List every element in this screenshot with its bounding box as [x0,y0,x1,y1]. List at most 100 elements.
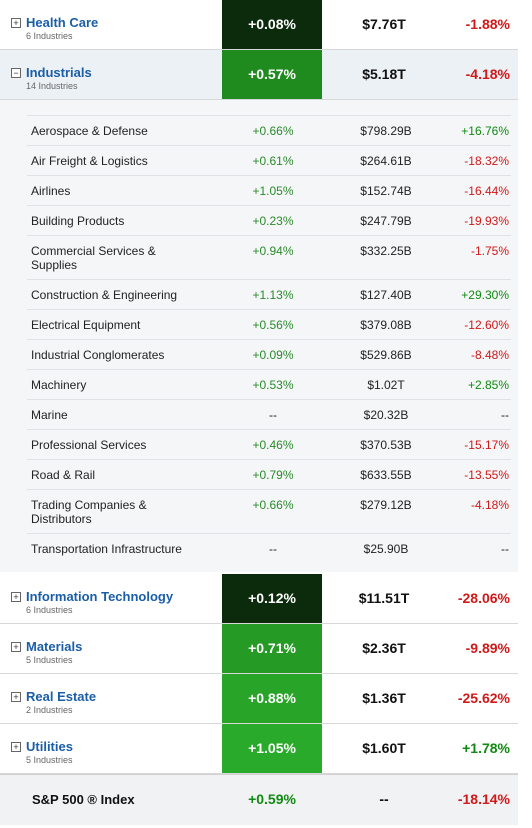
industry-row: Electrical Equipment +0.56% $379.08B -12… [27,309,511,340]
industry-ytd: -- [501,542,509,556]
industry-change: +0.46% [252,438,294,452]
industry-change: +0.66% [252,498,294,512]
ytd-change: -28.06% [457,590,510,606]
industry-row: Commercial Services & Supplies +0.94% $3… [27,235,511,280]
sector-name[interactable]: Industrials [26,65,92,80]
market-cap: $7.76T [362,16,406,32]
market-cap: $2.36T [362,640,406,656]
industry-ytd: -16.44% [464,184,509,198]
industry-name: Industrial Conglomerates [31,348,165,362]
industry-cap: $529.86B [360,348,412,362]
industry-row: Professional Services +0.46% $370.53B -1… [27,429,511,460]
industry-name: Air Freight & Logistics [31,154,148,168]
industry-count: 6 Industries [26,605,73,615]
market-cap: $5.18T [362,66,406,82]
industry-cap: $25.90B [363,542,409,556]
industry-cap: $798.29B [360,124,412,138]
industry-cap: $127.40B [360,288,412,302]
industry-row: Air Freight & Logistics +0.61% $264.61B … [27,145,511,176]
industry-ytd: -15.17% [464,438,509,452]
industry-name: Commercial Services & Supplies [31,244,156,272]
industry-cap: $370.53B [360,438,412,452]
change-tile: +0.57% [222,50,322,99]
industry-ytd: -4.18% [470,498,509,512]
industry-name: Trading Companies & Distributors [31,498,147,526]
sector-row-industrials[interactable]: − Industrials 14 Industries +0.57% $5.18… [0,50,518,100]
industry-name: Aerospace & Defense [31,124,148,138]
sector-row-utilities[interactable]: + Utilities 5 Industries +1.05% $1.60T +… [0,724,518,774]
industry-ytd: -- [501,408,509,422]
ytd-change: -25.62% [457,690,510,706]
industry-name: Electrical Equipment [31,318,141,332]
market-cap: $1.36T [362,690,406,706]
sector-name[interactable]: Health Care [26,15,99,30]
industry-name: Marine [31,408,68,422]
industry-row: Industrial Conglomerates +0.09% $529.86B… [27,339,511,370]
industry-cap: $247.79B [360,214,412,228]
industry-ytd: -18.32% [464,154,509,168]
industry-change: +1.05% [252,184,294,198]
index-change: +0.59% [248,791,296,807]
industry-row: Trading Companies & Distributors +0.66% … [27,489,511,534]
change-tile: +0.88% [222,674,322,723]
expand-icon[interactable]: + [11,642,21,652]
change-tile: +0.08% [222,0,322,49]
industry-cap: $1.02T [367,378,405,392]
industry-row: Building Products +0.23% $247.79B -19.93… [27,205,511,236]
change-tile: +0.71% [222,624,322,673]
industry-change: +0.94% [252,244,294,258]
collapse-icon[interactable]: − [11,68,21,78]
industry-ytd: -1.75% [470,244,509,258]
expand-icon[interactable]: + [11,692,21,702]
industry-ytd: +16.76% [461,124,509,138]
industry-count: 2 Industries [26,705,73,715]
industry-ytd: -19.93% [464,214,509,228]
industry-count: 14 Industries [26,81,78,91]
expand-icon[interactable]: + [11,742,21,752]
industry-name: Airlines [31,184,71,198]
industry-ytd: -13.55% [464,468,509,482]
sector-name[interactable]: Information Technology [26,589,174,604]
sector-name[interactable]: Utilities [26,739,73,754]
industry-row: Airlines +1.05% $152.74B -16.44% [27,175,511,206]
industry-change: -- [269,542,277,556]
industry-ytd: +29.30% [461,288,509,302]
industry-cap: $264.61B [360,154,412,168]
industry-change: +0.79% [252,468,294,482]
sector-name[interactable]: Real Estate [26,689,97,704]
ytd-change: -9.89% [465,640,510,656]
industry-cap: $379.08B [360,318,412,332]
expand-icon[interactable]: + [11,18,21,28]
ytd-change: +1.78% [462,740,510,756]
industry-ytd: -8.48% [470,348,509,362]
sector-row-health-care[interactable]: + Health Care 6 Industries +0.08% $7.76T… [0,0,518,50]
industry-cap: $633.55B [360,468,412,482]
industry-cap: $152.74B [360,184,412,198]
industry-row: Machinery +0.53% $1.02T +2.85% [27,369,511,400]
industry-count: 6 Industries [26,31,73,41]
market-cap: $1.60T [362,740,406,756]
industry-change: -- [269,408,277,422]
market-cap: $11.51T [358,590,410,606]
change-tile: +1.05% [222,724,322,773]
industry-ytd: -12.60% [464,318,509,332]
industry-row: Marine -- $20.32B -- [27,399,511,430]
industry-ytd: +2.85% [467,378,509,392]
sector-row-materials[interactable]: + Materials 5 Industries +0.71% $2.36T -… [0,624,518,674]
ytd-change: -4.18% [465,66,510,82]
industry-name: Building Products [31,214,125,228]
index-name: S&P 500 ® Index [32,792,135,807]
industry-name: Machinery [31,378,87,392]
sector-row-information-technology[interactable]: + Information Technology 6 Industries +0… [0,574,518,624]
industry-change: +0.53% [252,378,294,392]
sector-name[interactable]: Materials [26,639,83,654]
index-summary-row: S&P 500 ® Index +0.59% -- -18.14% [0,774,518,825]
index-cap: -- [379,791,389,807]
industry-cap: $20.32B [363,408,409,422]
sector-row-real-estate[interactable]: + Real Estate 2 Industries +0.88% $1.36T… [0,674,518,724]
industry-count: 5 Industries [26,755,73,765]
index-ytd: -18.14% [457,791,510,807]
industry-subtable: Aerospace & Defense +0.66% $798.29B +16.… [0,100,518,572]
expand-icon[interactable]: + [11,592,21,602]
industry-change: +0.23% [252,214,294,228]
